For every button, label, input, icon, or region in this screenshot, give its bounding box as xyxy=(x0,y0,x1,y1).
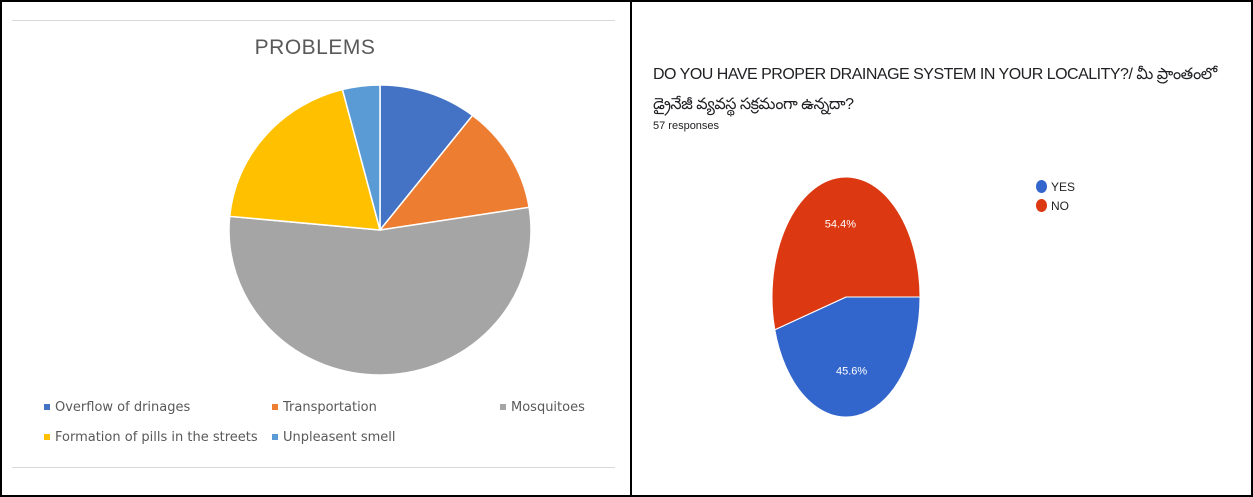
pie-slice-formation-of-pills-in-the-streets xyxy=(228,88,382,231)
legend-swatch xyxy=(272,403,278,410)
legend-label: Mosquitoes xyxy=(511,400,585,415)
chart-title: PROBLEMS xyxy=(254,36,376,59)
pie-slice-unpleasent-smell xyxy=(341,84,381,231)
legend-item-formation: Formation of pills in the streets xyxy=(44,430,258,445)
chart-border-top xyxy=(12,20,615,21)
question-title: DO YOU HAVE PROPER DRAINAGE SYSTEM IN YO… xyxy=(653,66,1217,113)
legend-label: Transportation xyxy=(283,400,377,415)
pie-slice-mosquitoes xyxy=(228,206,532,376)
panel-divider xyxy=(630,0,632,497)
pie-slice-transportation xyxy=(378,114,531,232)
legend-swatch xyxy=(44,433,50,440)
legend-item-mosquitoes: Mosquitoes xyxy=(500,400,585,415)
response-count: 57 responses xyxy=(653,120,720,132)
slice-label: 54.4% xyxy=(825,218,856,230)
legend-label: Overflow of drinages xyxy=(55,400,191,415)
legend-dot xyxy=(1036,199,1047,213)
problems-pie-chart xyxy=(228,84,532,376)
legend-label: Unpleasent smell xyxy=(283,430,396,445)
pie-slice-overflow-of-drinages xyxy=(379,84,474,233)
legend-swatch xyxy=(44,403,50,410)
legend-item-yes: YES xyxy=(1036,180,1075,199)
legend-label: YES xyxy=(1051,180,1076,194)
drainage-pie-chart: 45.6% 54.4% xyxy=(772,176,921,418)
problems-legend: Overflow of drinages Transportation Mosq… xyxy=(44,400,624,460)
drainage-survey-panel: DO YOU HAVE PROPER DRAINAGE SYSTEM IN YO… xyxy=(632,0,1253,497)
pie-slice-no xyxy=(772,176,921,331)
slice-label: 45.6% xyxy=(836,366,867,378)
legend-swatch xyxy=(272,433,278,440)
legend-label: Formation of pills in the streets xyxy=(55,430,258,445)
legend-swatch xyxy=(500,403,506,410)
legend-item-no: NO xyxy=(1036,199,1075,218)
legend-item-unpleasant-smell: Unpleasent smell xyxy=(272,430,395,445)
pie-slice-yes xyxy=(774,296,921,418)
legend-item-overflow: Overflow of drinages xyxy=(44,400,190,415)
legend-dot xyxy=(1036,180,1047,194)
chart-border-bottom xyxy=(12,467,615,468)
legend-item-transportation: Transportation xyxy=(272,400,377,415)
problems-chart-panel: PROBLEMS Overflow of drinages Transporta… xyxy=(12,20,624,468)
drainage-legend: YES NO xyxy=(1036,180,1075,218)
legend-label: NO xyxy=(1051,199,1069,213)
